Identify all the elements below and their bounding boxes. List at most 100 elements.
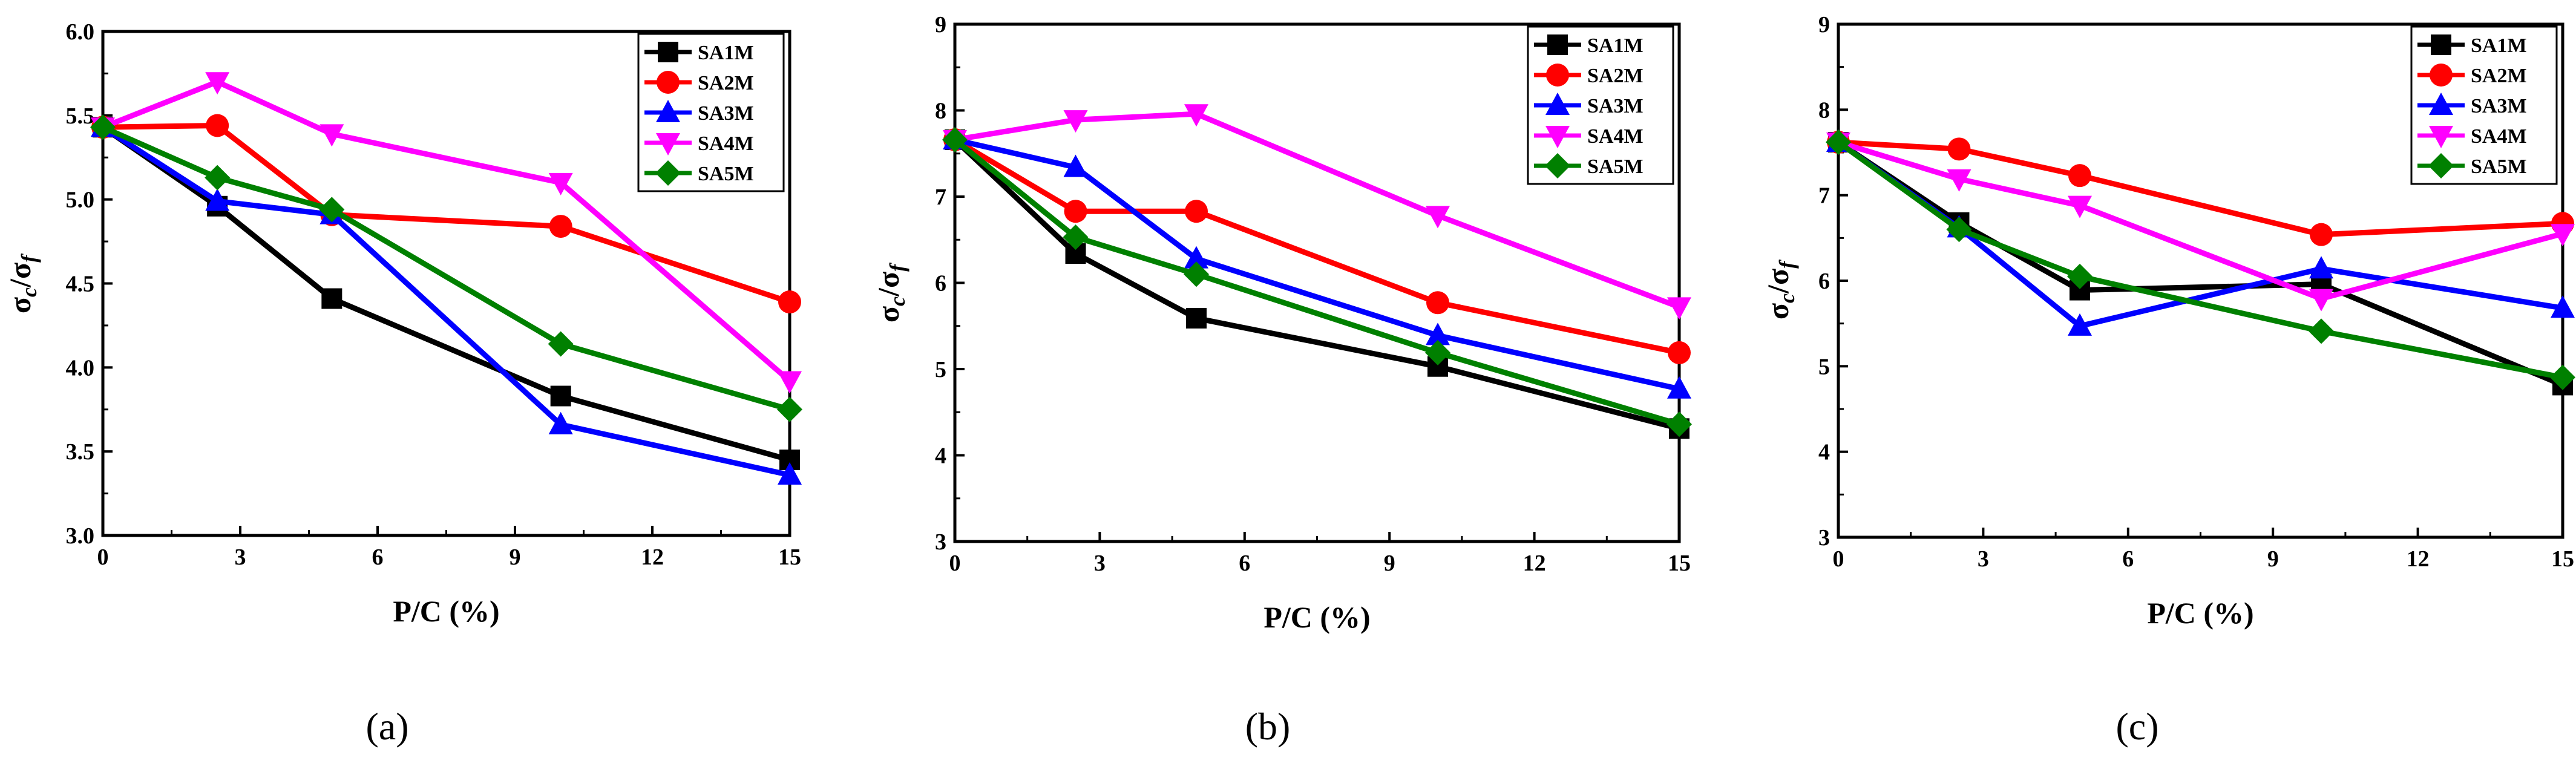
legend-marker: [1545, 93, 1570, 115]
data-point: [1184, 104, 1208, 127]
data-point: [778, 371, 802, 394]
legend-label: SA3M: [698, 102, 754, 125]
data-point: [90, 114, 116, 140]
data-point: [2309, 256, 2333, 279]
data-point: [1186, 307, 1207, 329]
series-SA2M: [943, 128, 1691, 364]
data-point: [2309, 318, 2334, 344]
data-point: [1947, 137, 1971, 161]
y-tick-label: 7: [935, 185, 946, 210]
data-point: [1185, 200, 1208, 223]
legend-label: SA5M: [1587, 155, 1644, 178]
y-axis-title: σc/σf: [3, 254, 41, 313]
y-axis-title-slash-sigma: /σ: [3, 263, 37, 288]
data-point: [2068, 195, 2092, 218]
y-tick-label: 6: [1818, 269, 1830, 294]
y-tick-label: 8: [935, 99, 946, 124]
data-point: [1946, 217, 1972, 243]
legend-marker: [2430, 64, 2453, 87]
data-point: [1667, 376, 1691, 399]
data-point: [1426, 291, 1449, 315]
x-tick-label: 12: [2407, 546, 2430, 572]
data-point: [1184, 261, 1209, 287]
legend-label: SA4M: [2471, 125, 2527, 148]
legend-marker: [1546, 64, 1569, 87]
data-point: [1064, 200, 1087, 223]
data-point: [778, 462, 802, 485]
y-axis-title-sigma: σ: [1761, 303, 1795, 319]
x-tick-label: 0: [949, 551, 961, 576]
data-point: [205, 165, 231, 191]
data-point: [2550, 364, 2575, 390]
legend-marker: [2429, 93, 2453, 115]
data-point: [1063, 224, 1089, 250]
x-tick-label: 3: [1094, 551, 1106, 576]
panel-label: (b): [1245, 705, 1291, 748]
y-tick-label: 3: [935, 529, 946, 555]
data-point: [550, 385, 571, 407]
data-point: [942, 126, 968, 152]
y-tick-label: 3: [1818, 525, 1830, 551]
y-tick-label: 4: [935, 443, 946, 469]
x-tick-label: 0: [97, 545, 109, 570]
x-tick-label: 0: [1833, 546, 1844, 572]
y-axis-title-sigma: σ: [871, 306, 905, 322]
data-point: [1667, 297, 1691, 320]
legend-label: SA4M: [698, 133, 754, 155]
data-point: [205, 188, 230, 211]
legend-marker: [2429, 126, 2453, 148]
data-point: [1184, 246, 1208, 269]
x-tick-label: 9: [2267, 546, 2279, 572]
legend-label: SA2M: [1587, 65, 1644, 87]
y-axis-title-slash-sigma: /σ: [871, 272, 905, 297]
data-point: [2551, 295, 2575, 318]
data-point: [1425, 339, 1450, 365]
x-tick-label: 15: [1668, 551, 1691, 576]
legend-label: SA2M: [698, 72, 754, 94]
data-point: [1947, 169, 1971, 192]
data-point: [2309, 289, 2333, 312]
x-tick-label: 9: [1384, 551, 1395, 576]
series-SA5M: [90, 114, 802, 422]
legend-marker: [658, 42, 678, 62]
data-point: [1826, 129, 1851, 155]
legend-label: SA3M: [1587, 95, 1644, 117]
legend-marker: [1547, 34, 1568, 55]
data-point: [319, 197, 345, 223]
y-tick-label: 3.0: [66, 523, 95, 549]
x-axis-title: P/C (%): [393, 594, 499, 628]
x-axis-title: P/C (%): [1263, 600, 1370, 634]
data-point: [2310, 223, 2333, 246]
y-tick-label: 6: [935, 271, 946, 296]
data-point: [548, 331, 574, 357]
panel-label: (c): [2116, 705, 2158, 748]
legend-label: SA5M: [698, 163, 754, 185]
x-tick-label: 12: [1523, 551, 1546, 576]
data-point: [1063, 154, 1088, 177]
y-tick-label: 4.5: [66, 272, 95, 297]
y-axis-title-sub-c: c: [885, 296, 909, 306]
y-axis-title-sub-c: c: [17, 287, 41, 297]
legend-marker: [1545, 126, 1570, 148]
legend-marker: [1545, 153, 1570, 178]
y-tick-label: 5: [1818, 354, 1830, 379]
x-tick-label: 6: [372, 545, 384, 570]
legend-marker: [656, 133, 680, 155]
legend-label: SA2M: [2471, 65, 2527, 87]
legend-label: SA1M: [2471, 34, 2527, 57]
legend-label: SA3M: [2471, 95, 2527, 117]
data-point: [548, 172, 573, 195]
y-axis-title: σc/σf: [871, 263, 909, 322]
x-tick-label: 12: [641, 545, 664, 570]
data-point: [778, 290, 801, 314]
y-tick-label: 9: [935, 12, 946, 38]
y-tick-label: 9: [1818, 12, 1830, 38]
x-tick-label: 15: [778, 545, 801, 570]
y-tick-label: 8: [1818, 97, 1830, 123]
data-point: [1426, 206, 1450, 229]
data-point: [205, 72, 230, 95]
legend-marker: [2428, 153, 2454, 178]
